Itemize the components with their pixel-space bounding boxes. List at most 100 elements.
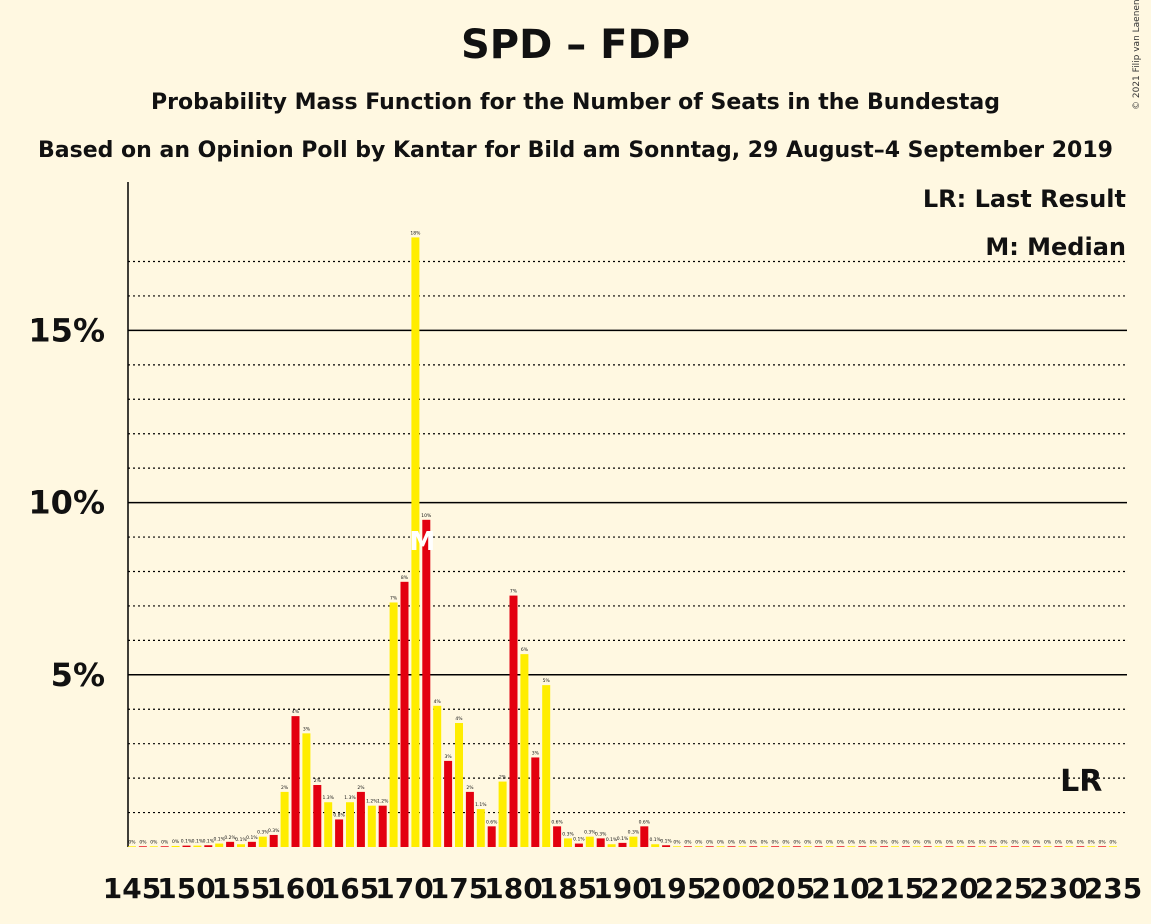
bar-label-seat-227: 0% [1022, 839, 1030, 845]
bar-seat-203 [760, 846, 769, 847]
chart-source: Based on an Opinion Poll by Kantar for B… [38, 138, 1113, 163]
x-tick-label: 145 [103, 872, 161, 905]
bar-seat-151 [193, 845, 202, 847]
bar-label-seat-223: 0% [979, 839, 987, 845]
bar-seat-172 [422, 519, 431, 847]
bar-seat-170 [400, 581, 409, 847]
bar-label-seat-171: 18% [410, 230, 421, 236]
bar-label-seat-150: 0.1% [181, 839, 193, 845]
bar-seat-220 [945, 846, 954, 847]
bar-seat-232 [1076, 846, 1085, 847]
bar-label-seat-176: 2% [466, 785, 474, 791]
bar-label-seat-219: 0% [935, 839, 943, 845]
bar-seat-160 [291, 716, 300, 847]
bar-seat-186 [574, 843, 583, 847]
bar-seat-204 [771, 846, 780, 847]
bar-label-seat-235: 0% [1109, 839, 1117, 845]
bar-label-seat-152: 0.1% [203, 838, 215, 844]
bar-seat-192 [640, 826, 649, 847]
bar-seat-208 [814, 846, 823, 847]
bar-seat-196 [683, 846, 692, 847]
bar-label-seat-183: 5% [543, 678, 551, 684]
bar-seat-162 [313, 785, 322, 847]
bar-label-seat-168: 1.2% [377, 799, 389, 805]
bar-label-seat-202: 0% [750, 839, 758, 845]
bar-label-seat-213: 0% [870, 839, 878, 845]
bar-label-seat-229: 0% [1044, 839, 1052, 845]
bar-label-seat-169: 7% [390, 595, 398, 601]
bar-label-seat-209: 0% [826, 839, 834, 845]
x-tick-label: 200 [702, 872, 760, 905]
chart-subtitle: Probability Mass Function for the Number… [151, 90, 1000, 115]
bar-label-seat-208: 0% [815, 839, 823, 845]
bar-seat-167 [367, 805, 376, 847]
bar-label-seat-204: 0% [772, 839, 780, 845]
x-tick-label: 170 [375, 872, 433, 905]
bar-label-seat-148: 0% [161, 839, 169, 845]
bar-seat-147 [149, 846, 158, 847]
bar-label-seat-224: 0% [990, 839, 998, 845]
bar-label-seat-225: 0% [1000, 839, 1008, 845]
bar-label-seat-191: 0.3% [628, 830, 640, 836]
bar-label-seat-212: 0% [859, 839, 867, 845]
bar-seat-234 [1098, 846, 1107, 847]
bar-label-seat-173: 4% [434, 699, 442, 705]
bar-seat-225 [1000, 846, 1008, 847]
bar-seat-154 [226, 841, 235, 847]
bar-label-seat-194: 0.1% [660, 838, 672, 844]
bar-seat-226 [1010, 846, 1019, 847]
chart-title: SPD – FDP [460, 22, 691, 68]
bar-seat-180 [509, 595, 518, 847]
bar-label-seat-181: 6% [521, 647, 529, 653]
bar-seat-182 [531, 757, 540, 847]
bar-label-seat-220: 0% [946, 839, 954, 845]
bar-seat-224 [989, 846, 998, 847]
bar-seat-181 [520, 654, 529, 847]
bar-seat-190 [618, 842, 627, 847]
bar-label-seat-180: 7% [510, 589, 518, 595]
bar-seat-222 [967, 846, 976, 847]
bar-label-seat-159: 2% [281, 785, 289, 791]
bar-label-seat-153: 0.1% [213, 837, 225, 843]
bar-label-seat-160: 4% [292, 709, 300, 715]
bar-label-seat-172: 10% [421, 513, 432, 519]
bar-label-seat-200: 0% [728, 839, 736, 845]
bar-label-seat-207: 0% [804, 839, 812, 845]
legend-last-result: LR: Last Result [922, 185, 1126, 213]
x-tick-label: 235 [1084, 872, 1142, 905]
bar-seat-212 [858, 846, 867, 847]
x-tick-label: 185 [539, 872, 597, 905]
bar-label-seat-156: 0.1% [246, 835, 258, 841]
bar-seat-157 [258, 836, 267, 847]
bar-seat-161 [302, 733, 311, 847]
bar-label-seat-145: 0% [128, 839, 136, 845]
bar-label-seat-193: 0.1% [649, 837, 661, 843]
x-tick-label: 205 [757, 872, 815, 905]
bar-seat-178 [487, 826, 496, 847]
bar-seat-163 [324, 802, 333, 847]
bar-seat-176 [465, 791, 474, 847]
bar-label-seat-147: 0% [150, 839, 158, 845]
bar-seat-233 [1087, 846, 1096, 847]
bar-label-seat-157: 0.3% [257, 830, 269, 836]
bar-seat-223 [978, 846, 987, 847]
bar-label-seat-232: 0% [1077, 839, 1085, 845]
bar-seat-159 [280, 791, 289, 847]
x-tick-label: 190 [593, 872, 651, 905]
bar-seat-205 [782, 846, 790, 847]
bar-label-seat-186: 0.1% [573, 837, 585, 843]
bar-label-seat-189: 0.1% [606, 837, 618, 843]
bar-seat-150 [182, 845, 191, 847]
bar-label-seat-154: 0.2% [224, 835, 236, 841]
bar-seat-231 [1065, 846, 1074, 847]
bar-label-seat-146: 0% [139, 839, 147, 845]
y-tick-label: 15% [28, 311, 105, 349]
last-result-marker: LR [1060, 764, 1102, 799]
bar-seat-156 [247, 841, 256, 847]
bar-label-seat-179: 2% [499, 775, 507, 781]
bar-seat-235 [1109, 846, 1117, 847]
bar-seat-195 [673, 846, 681, 847]
bar-seat-152 [204, 845, 213, 847]
bar-seat-214 [880, 846, 889, 847]
bar-label-seat-178: 0.6% [486, 819, 498, 825]
